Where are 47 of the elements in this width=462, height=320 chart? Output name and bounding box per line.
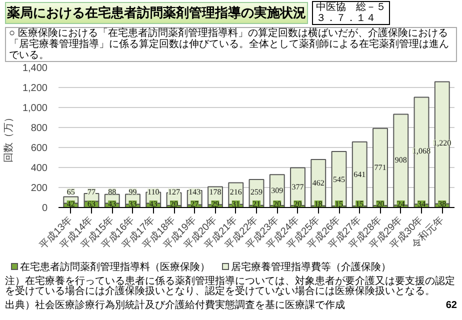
chart-title: 薬局における在宅患者訪問薬剤管理指導の実施状況 [5,2,308,24]
data-label: 65 [66,188,75,196]
y-tick-label: 200 [30,183,48,194]
source-note: 出典）社会医療診療行為別統計及び介護給付費実態調査を基に医療課で作成 [5,299,346,313]
data-label: 99 [128,188,137,196]
y-tick-label: 600 [30,143,48,154]
y-tick-label: 0 [42,203,48,214]
data-label: 34 [418,200,426,208]
legend-label: 居宅療養管理指導費等（介護保険） [230,262,391,273]
text: 中医協 総－５ [316,2,386,13]
data-label: 38 [438,200,446,208]
text: 62 [446,299,457,313]
text: 注）在宅療養を行っている患者に係る薬剤管理指導については、対象患者が要介護又は要支援の認定を受けている場合には介護保険扱いとなり、認定を受けていない場合には医療保険扱いとなる。 [5,276,456,297]
data-label: 309 [271,186,284,196]
data-label: 43 [149,200,158,208]
data-label: 259 [250,188,262,196]
data-label: 377 [292,182,304,192]
data-label: 143 [188,188,201,196]
data-label: 127 [168,188,180,196]
data-label: 178 [209,188,222,196]
data-label: 15 [356,200,364,208]
data-label: 33 [128,200,137,208]
y-tick-label: 1,400 [22,63,48,74]
y-tick-label: 400 [30,163,48,174]
y-axis-title: 回数（万） [3,112,14,162]
legend-label: 在宅患者訪問薬剤管理指導料（医療保険） [19,262,210,273]
data-label: 15 [335,200,343,208]
data-label: 42 [66,200,75,208]
data-label: 1,068 [412,146,430,156]
y-tick-label: 1,200 [22,83,48,94]
y-tick-label: 800 [30,123,48,134]
data-label: 462 [312,178,324,188]
data-label: 110 [148,188,160,196]
data-label: 641 [354,170,366,179]
data-label: 43 [108,200,116,208]
text: ３．７．１４ [316,13,376,24]
data-label: 77 [88,188,96,196]
data-label: 771 [374,162,386,172]
data-label: 216 [230,188,242,196]
data-label: 24 [396,200,405,208]
data-label: 908 [394,156,407,165]
data-label: 88 [108,188,116,196]
data-label: 1,220 [433,138,452,148]
y-tick-label: 1,000 [22,103,48,114]
chart-subtitle: ○ 医療保険における「在宅患者訪問薬剤管理指導料」の算定回数は横ばいだが、介護保険における「居宅療養管理指導」に係る算定回数は伸びている。全体として薬剤師による在宅薬剤管理は進んでいる。 [5,27,457,62]
data-label: 63 [88,200,96,208]
data-label: 545 [333,174,345,184]
